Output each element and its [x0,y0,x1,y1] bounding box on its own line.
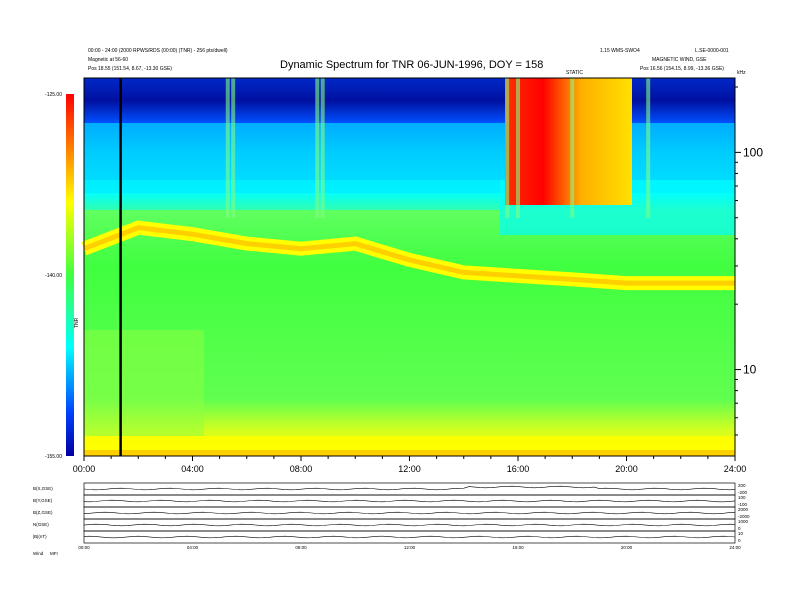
colorbar [66,94,74,456]
header-center-small: STATIC [566,70,584,76]
streak [231,78,236,218]
chart-title: Dynamic Spectrum for TNR 06-JUN-1996, DO… [280,59,544,71]
streak [225,78,230,218]
panel-right-tick: -2000 [738,514,750,519]
bottom-tick-label: 08:00 [295,545,307,550]
y-tick-label: 10 [743,363,757,377]
header-right-line2: MAGNETIC WIND, GSE [652,57,707,63]
streak [315,78,320,218]
bottom-label-2: MFI [50,551,58,556]
header-right-corner: kHz [737,70,746,76]
panel-trace [83,523,736,527]
panel-label: N(GSE) [33,522,49,527]
panel-right-tick: 100 [738,495,746,500]
bottom-tick-label: 04:00 [187,545,199,550]
panel-right-tick: 1000 [738,519,749,524]
header-left-line1: 00:00 - 24:00 (2000 RPWS/RDS (00:00) (TN… [88,48,228,54]
bottom-label: Wind [33,551,44,556]
header-right-line1: 1.15 WMS-SWO4 [600,48,640,54]
panel-right-tick: 0 [738,538,741,543]
bottom-tick-label: 12:00 [404,545,416,550]
streak [516,78,520,218]
header-right-small: L.SE-0000-001 [695,48,729,54]
panel-trace [83,485,736,491]
panel-label: B(X,GSE) [33,486,53,491]
panel-right-tick: -200 [738,490,748,495]
panel-trace [83,499,736,503]
streak [570,78,575,218]
panel-right-tick: -100 [738,502,748,507]
x-tick-label: 00:00 [73,464,96,474]
x-tick-label: 20:00 [615,464,638,474]
x-tick-label: 08:00 [290,464,313,474]
header-left-line2: Magnetic at 56-60 [88,57,129,63]
panel-label: |B|(nT) [33,534,47,539]
bottom-tick-label: 24:00 [729,545,741,550]
panel-right-tick: 2000 [738,507,749,512]
colorbar-tick-label: -125.00 [45,92,62,98]
bottom-tick-label: 00:00 [78,545,90,550]
streak [646,78,651,218]
panel-trace [83,535,736,539]
red-burst [505,78,632,205]
x-tick-label: 12:00 [398,464,421,474]
streak [505,78,510,218]
plasma-line-core [83,225,735,286]
y-tick-label: 100 [743,145,763,159]
header-right-line3: Pos 16.56 (154.15, 8.99, -13.36 GSE) [640,66,724,72]
panel-label: B(Y,GSE) [33,498,53,503]
streak [320,78,325,218]
bottom-tick-label: 16:00 [512,545,524,550]
colorbar-label: TNR [74,317,80,328]
header-left-line3: Pos 18.55 (151.54, 8.67, -13.30 GSE) [88,66,172,72]
panel-trace [83,511,736,515]
x-tick-label: 24:00 [724,464,747,474]
x-tick-label: 04:00 [181,464,204,474]
panel-right-tick: 0 [738,526,741,531]
panel-right-tick: 200 [738,483,746,488]
colorbar-tick-label: -155.00 [45,454,62,460]
panel-label: B(Z,GSE) [33,510,53,515]
bottom-tick-label: 20:00 [621,545,633,550]
colorbar-tick-label: -140.00 [45,273,62,279]
x-tick-label: 16:00 [507,464,530,474]
panel-right-tick: 10 [738,531,744,536]
